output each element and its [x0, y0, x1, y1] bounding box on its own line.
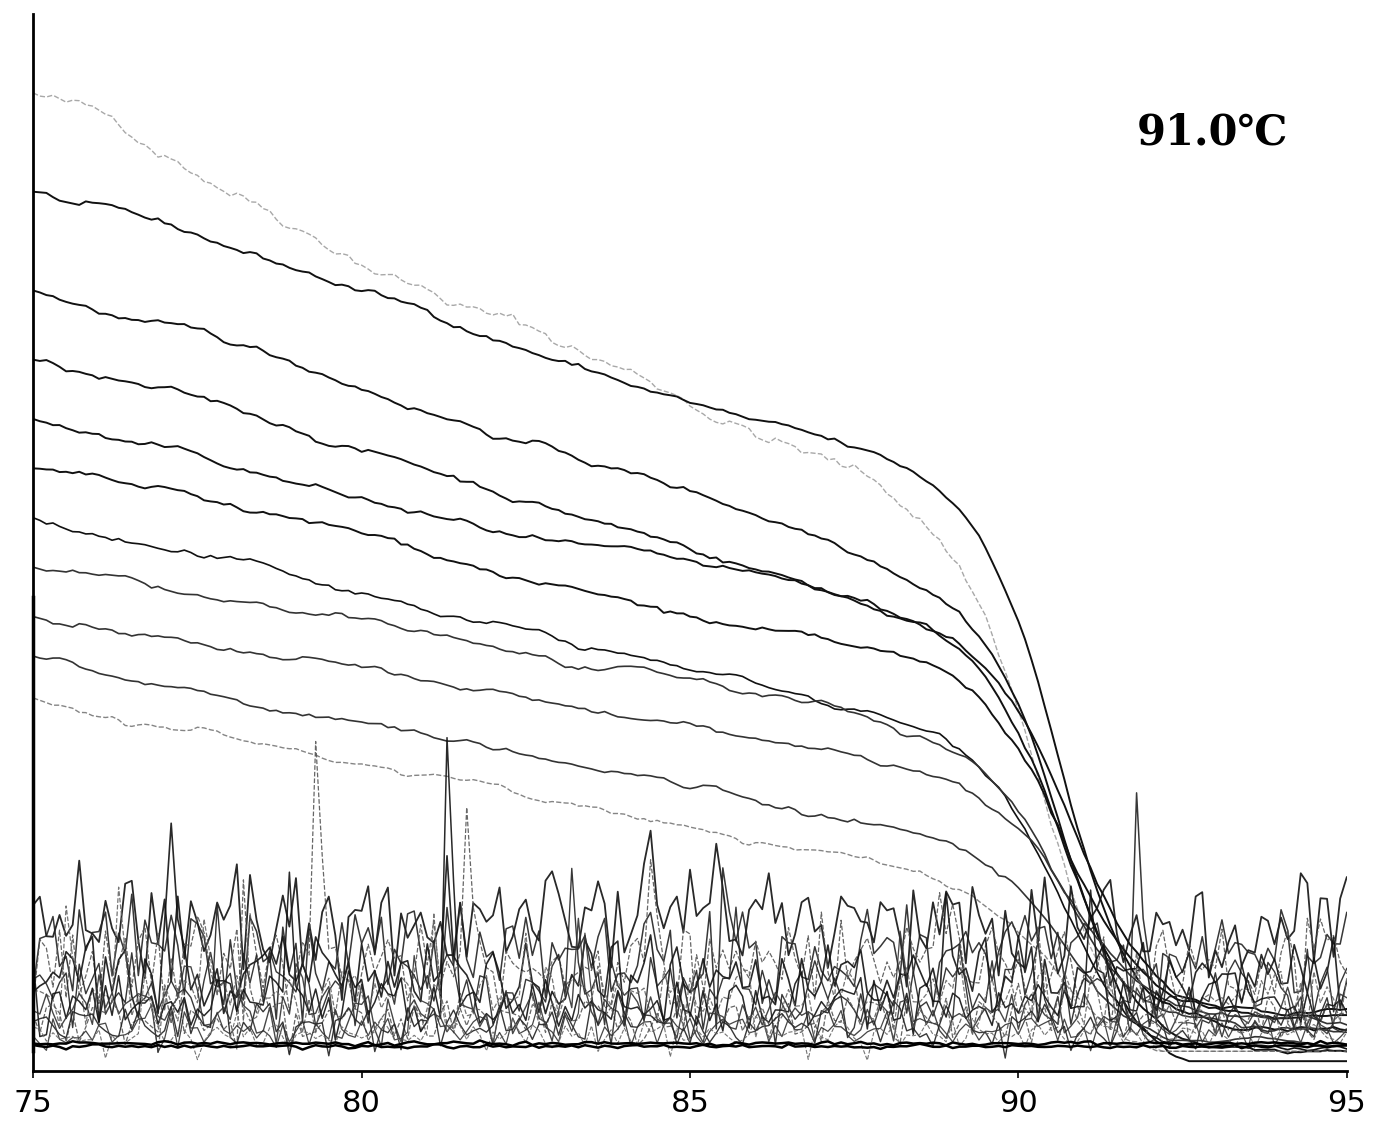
Text: 91.0℃: 91.0℃: [1137, 111, 1288, 154]
